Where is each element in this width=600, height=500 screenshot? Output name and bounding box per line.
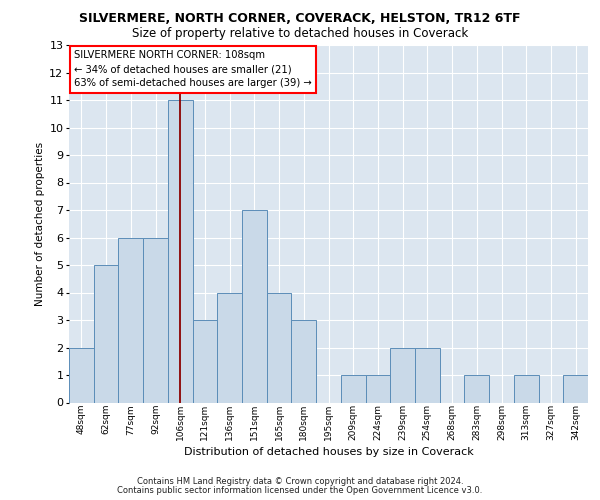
Text: Contains public sector information licensed under the Open Government Licence v3: Contains public sector information licen… [118,486,482,495]
Bar [193,320,217,402]
Bar [69,348,94,403]
Bar [365,375,390,402]
Text: Size of property relative to detached houses in Coverack: Size of property relative to detached ho… [132,28,468,40]
Bar [217,292,242,403]
Bar [168,100,193,402]
Bar [143,238,168,402]
Text: SILVERMERE NORTH CORNER: 108sqm
← 34% of detached houses are smaller (21)
63% of: SILVERMERE NORTH CORNER: 108sqm ← 34% of… [74,50,312,88]
Text: Contains HM Land Registry data © Crown copyright and database right 2024.: Contains HM Land Registry data © Crown c… [137,477,463,486]
X-axis label: Distribution of detached houses by size in Coverack: Distribution of detached houses by size … [184,447,473,457]
Bar [415,348,440,403]
Bar [514,375,539,402]
Bar [390,348,415,403]
Bar [118,238,143,402]
Bar [242,210,267,402]
Bar [464,375,489,402]
Bar [563,375,588,402]
Bar [94,265,118,402]
Bar [267,292,292,403]
Bar [292,320,316,402]
Bar [341,375,365,402]
Y-axis label: Number of detached properties: Number of detached properties [35,142,45,306]
Text: SILVERMERE, NORTH CORNER, COVERACK, HELSTON, TR12 6TF: SILVERMERE, NORTH CORNER, COVERACK, HELS… [79,12,521,26]
